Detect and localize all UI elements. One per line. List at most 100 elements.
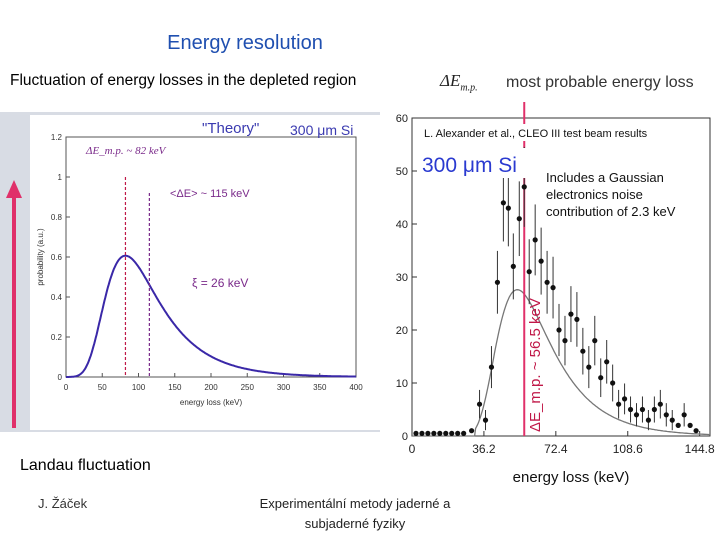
x-axis-label: energy loss (keV): [513, 469, 630, 486]
annotation-mean: <ΔE> ~ 115 keV: [170, 188, 250, 200]
data-point: [621, 396, 628, 402]
label-big: 300 μm Si: [422, 154, 517, 177]
data-point: [505, 205, 511, 211]
footer-line-1: Experimentální metody jaderné a: [259, 496, 451, 511]
data-point: [425, 430, 431, 436]
y-axis-label: probability (a.u.): [36, 228, 45, 286]
data-point: [592, 338, 598, 344]
y-tick-label: 50: [396, 166, 408, 178]
data-point: [598, 375, 604, 381]
slide-title: Energy resolution: [167, 32, 323, 54]
y-tick-label: 1: [58, 173, 63, 182]
x-tick-label: 36.2: [472, 442, 496, 456]
landau-label: Landau fluctuation: [20, 457, 151, 474]
data-point: [526, 269, 532, 275]
x-tick-label: 150: [168, 383, 182, 392]
y-tick-label: 0.6: [51, 253, 63, 262]
x-tick-label: 200: [204, 383, 218, 392]
data-point: [627, 406, 634, 413]
note-line: Includes a Gaussian: [546, 170, 664, 185]
data-point: [476, 401, 483, 407]
landau-arrow: [6, 180, 22, 428]
data-point: [461, 430, 467, 436]
landau-arrow-head: [6, 180, 22, 198]
data-point: [419, 430, 425, 436]
x-tick-label: 0: [64, 383, 69, 392]
note-line: contribution of 2.3 keV: [546, 204, 676, 219]
data-point: [681, 412, 687, 418]
data-point: [431, 430, 437, 436]
data-point: [633, 412, 640, 418]
data-point: [604, 359, 610, 365]
y-tick-label: 1.2: [51, 133, 63, 142]
note-line: electronics noise: [546, 187, 643, 202]
data-point: [521, 184, 527, 190]
data-point: [580, 348, 586, 354]
y-tick-label: 0.2: [51, 333, 63, 342]
data-point: [500, 200, 506, 206]
data-point: [482, 417, 489, 423]
data-point: [568, 311, 574, 317]
theory-chart: 0 50 100 150 200 250 300 350 400 0 0.2 0.4 0.6 0.8 1 1.…: [30, 115, 380, 430]
data-point: [675, 422, 681, 428]
data-point: [469, 428, 475, 434]
fit-curve: [412, 289, 710, 437]
data-point: [538, 258, 544, 264]
chart-title: L. Alexander et al., CLEO III test beam …: [424, 128, 648, 140]
y-tick-label: 10: [396, 378, 408, 390]
x-tick-label: 100: [132, 383, 146, 392]
data-point: [616, 401, 622, 407]
y-tick-label: 30: [396, 272, 408, 284]
cleo-chart-svg: 0 36.2 72.4 108.6 144.8 0 10 20 30 40 50 60 energy l…: [396, 102, 715, 486]
y-tick-label: 0.8: [51, 213, 63, 222]
y-tick-label: 60: [396, 113, 408, 125]
data-point: [488, 364, 495, 370]
theory-chart-svg: 0 50 100 150 200 250 300 350 400 0 0.2 0.4 0.6 0.8 1 1.…: [36, 120, 363, 407]
label-backdrop: [418, 148, 538, 178]
data-point: [693, 428, 699, 434]
data-point: [544, 279, 550, 285]
data-point: [574, 316, 580, 322]
x-tick-label: 300: [277, 383, 291, 392]
y-tick-label: 0: [58, 373, 63, 382]
chart-title-suffix: 300 μm Si: [290, 122, 353, 138]
y-tick-label: 0: [402, 431, 408, 443]
data-point: [687, 422, 693, 428]
mpl-symbol-main: ΔE: [440, 71, 461, 90]
chart-title: "Theory": [202, 120, 259, 137]
x-tick-label: 72.4: [544, 442, 568, 456]
y-tick-label: 40: [396, 219, 408, 231]
title-backdrop: [420, 124, 706, 141]
x-tick-label: 50: [98, 383, 107, 392]
annotation-mp: ΔE_m.p. ~ 82 keV: [85, 145, 167, 157]
x-tick-label: 400: [349, 383, 363, 392]
data-point: [510, 263, 516, 269]
y-tick-label: 0.4: [51, 293, 63, 302]
data-point: [639, 406, 646, 413]
data-point: [651, 406, 657, 413]
data-point: [562, 338, 568, 344]
plot-frame: [65, 136, 357, 378]
x-axis-label: energy loss (keV): [180, 398, 243, 407]
data-point: [556, 327, 562, 333]
mpl-symbol-sub: m.p.: [460, 82, 478, 94]
footer-center: Experimentální metody jaderné a subjader…: [250, 494, 460, 534]
data-point: [516, 216, 522, 222]
data-point: [532, 237, 538, 243]
x-tick-label: 350: [313, 383, 327, 392]
data-point: [550, 285, 556, 291]
author: J. Žáček: [38, 496, 88, 511]
x-tick-label: 0: [409, 442, 416, 456]
mpl-symbol: ΔEm.p.: [440, 71, 478, 93]
data-point: [494, 279, 501, 285]
cleo-chart: 0 36.2 72.4 108.6 144.8 0 10 20 30 40 50 60 energy l…: [380, 102, 720, 497]
data-point: [645, 417, 652, 423]
data-point: [663, 412, 669, 418]
data-point: [413, 430, 419, 436]
data-point: [455, 430, 461, 436]
data-point: [657, 401, 663, 407]
data-point: [437, 430, 443, 436]
data-point: [443, 430, 449, 436]
mpl-description: most probable energy loss: [506, 74, 694, 91]
y-tick-label: 20: [396, 325, 408, 337]
